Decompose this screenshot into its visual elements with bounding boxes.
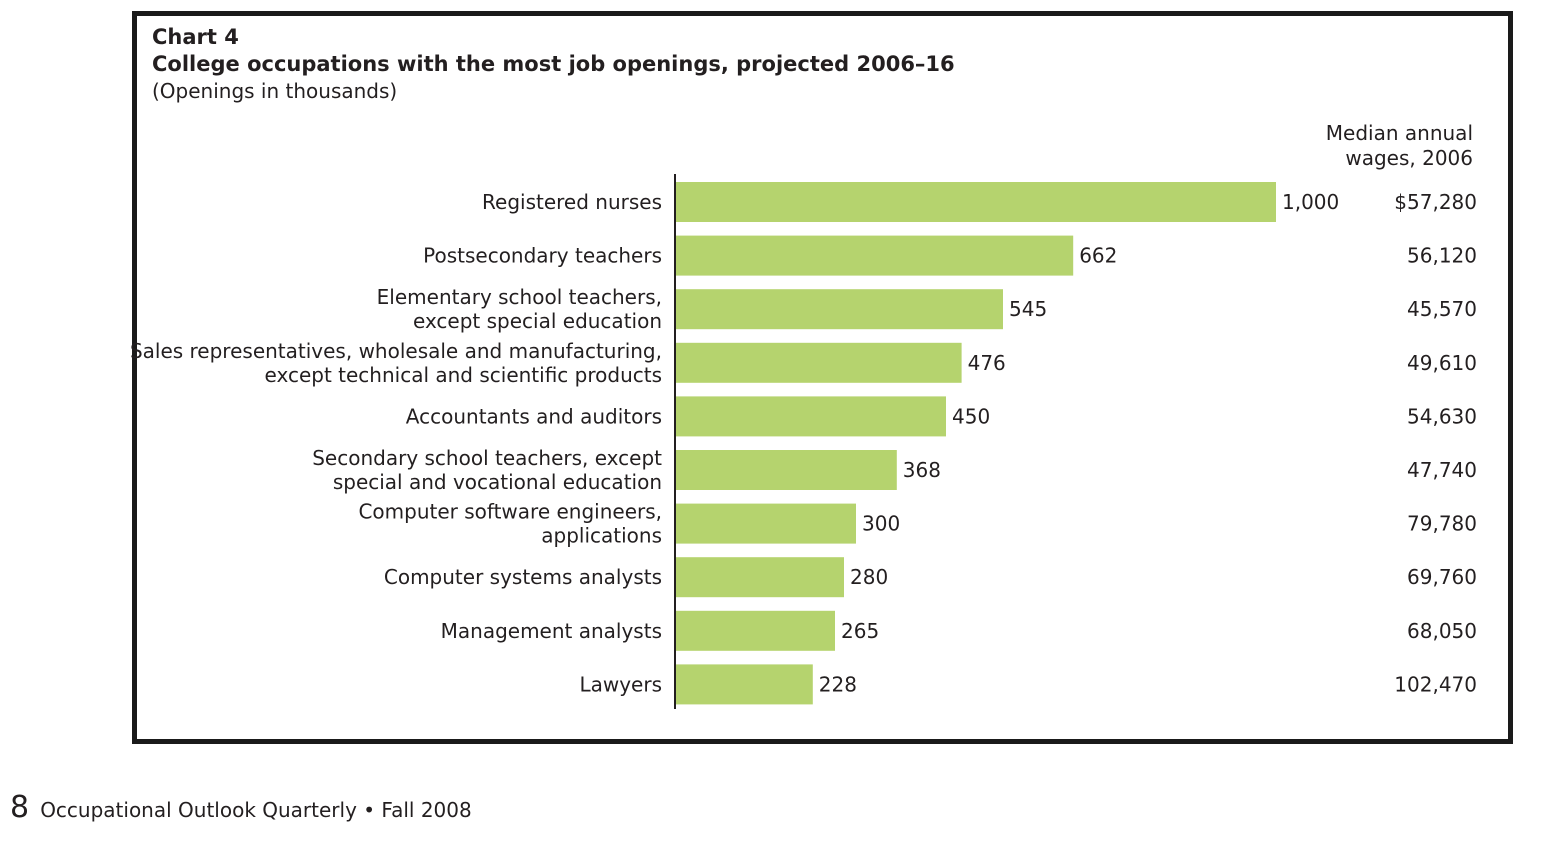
wage-value: 68,050 (1407, 619, 1477, 643)
wage-value: $57,280 (1394, 190, 1477, 214)
bar (676, 557, 844, 598)
bar (676, 664, 813, 705)
bar (676, 182, 1276, 222)
bar-value-label: 300 (862, 512, 900, 536)
bar (676, 503, 856, 544)
wage-value: 69,760 (1407, 565, 1477, 589)
wage-value: 45,570 (1407, 297, 1477, 321)
wage-value: 47,740 (1407, 458, 1477, 482)
category-label: Accountants and auditors (406, 404, 662, 428)
bar-value-label: 265 (841, 619, 879, 643)
bar (676, 450, 897, 490)
wage-header-line-2: wages, 2006 (1345, 146, 1473, 170)
page-number: 8 (10, 790, 30, 825)
category-label: special and vocational education (333, 470, 662, 494)
wage-column-header: Median annual wages, 2006 (1326, 121, 1473, 171)
chart-label: Chart 4 (152, 25, 239, 49)
wage-value: 79,780 (1407, 512, 1477, 536)
category-label: Lawyers (579, 672, 662, 696)
category-label: Postsecondary teachers (423, 244, 662, 268)
category-label: applications (541, 524, 662, 548)
chart-title: College occupations with the most job op… (152, 52, 955, 76)
bar-value-label: 476 (968, 351, 1006, 375)
category-label: except special education (413, 309, 662, 333)
category-label: Management analysts (441, 619, 662, 643)
category-label: except technical and scientific products (265, 363, 662, 387)
bar-value-label: 228 (819, 672, 857, 696)
bar-value-label: 280 (850, 565, 888, 589)
category-label: Sales representatives, wholesale and man… (130, 339, 662, 363)
publication-info: Occupational Outlook Quarterly • Fall 20… (40, 798, 472, 822)
bar-value-label: 662 (1079, 244, 1117, 268)
category-label: Computer software engineers, (358, 500, 662, 524)
bar-value-label: 545 (1009, 297, 1047, 321)
category-label: Secondary school teachers, except (312, 446, 662, 470)
category-label: Elementary school teachers, (377, 285, 662, 309)
bar (676, 610, 835, 651)
bar-value-label: 1,000 (1282, 190, 1339, 214)
wage-value: 102,470 (1394, 672, 1477, 696)
wage-value: 56,120 (1407, 244, 1477, 268)
wage-value: 54,630 (1407, 404, 1477, 428)
bar-value-label: 368 (903, 458, 941, 482)
wage-value: 49,610 (1407, 351, 1477, 375)
category-label: Computer systems analysts (384, 565, 662, 589)
page-footer: 8 Occupational Outlook Quarterly • Fall … (10, 790, 472, 825)
category-label: Registered nurses (482, 190, 662, 214)
bar (676, 342, 962, 383)
bar (676, 289, 1003, 330)
bar (676, 235, 1074, 276)
chart-subtitle: (Openings in thousands) (152, 79, 398, 103)
wage-header-line-1: Median annual (1325, 121, 1473, 145)
bar-value-label: 450 (952, 404, 990, 428)
bar (676, 396, 946, 437)
